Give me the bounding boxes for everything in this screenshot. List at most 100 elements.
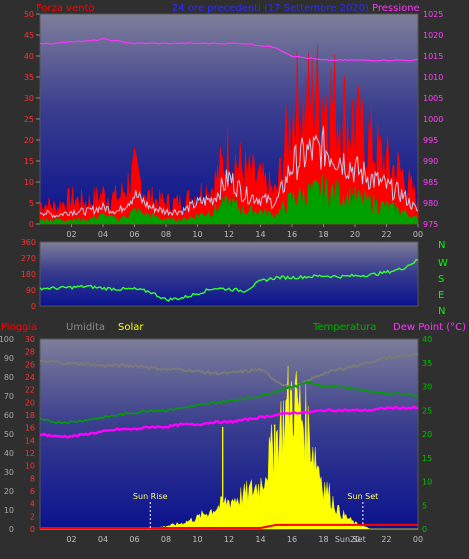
main-x-tick-label: 18 (318, 535, 328, 544)
main-x-tick-label: 04 (98, 535, 108, 544)
rain-y-tick-label: 0 (30, 525, 35, 534)
temperature-y-tick-label: 5 (422, 501, 427, 510)
wind-y-tick-label: 45 (24, 31, 34, 40)
pressure-y-tick-label: 1025 (423, 10, 443, 19)
main-x-tick-label: 08 (161, 535, 171, 544)
wind-direction-line (39, 258, 419, 302)
panel3-plot-area (39, 338, 419, 530)
wind-x-tick-label: 22 (381, 230, 391, 239)
humidity-y-tick-label: 100 (0, 335, 14, 344)
humidity-y-tick-label: 70 (4, 392, 14, 401)
direction-y-tick-label: 270 (21, 254, 36, 263)
rain-y-tick-label: 30 (25, 335, 35, 344)
compass-label-e: E (438, 290, 444, 301)
temperature-y-tick-label: 30 (422, 383, 432, 392)
humidity-y-tick-label: 40 (4, 449, 14, 458)
sunset-label: Sun Set (347, 492, 378, 501)
humidity-y-tick-label: 10 (4, 506, 14, 515)
main-x-tick-label: 06 (129, 535, 139, 544)
dewpoint-line (39, 405, 419, 439)
rain-y-tick-label: 22 (25, 386, 35, 395)
compass-label-n-top: N (438, 240, 445, 251)
pressure-y-tick-label: 985 (423, 178, 438, 187)
rain-y-tick-label: 8 (30, 474, 35, 483)
panel1-left-axis-label: Forza vento (36, 3, 95, 14)
wind-x-tick-label: 12 (224, 230, 234, 239)
compass-label-n-bottom: N (438, 306, 445, 317)
panel1-header: 24 ore precedenti (17 Settembre 2020) (172, 3, 369, 14)
panel3-temperature-label: Temperatura (312, 322, 377, 333)
wind-y-tick-label: 15 (24, 157, 34, 166)
panel1-right-axis-label: Pressione (372, 3, 420, 14)
pressure-y-tick-label: 995 (423, 136, 438, 145)
gust-area (39, 44, 419, 225)
main-x-tick-label: 12 (224, 535, 234, 544)
wind-x-tick-label: 16 (287, 230, 297, 239)
main-x-tick-label: 14 (255, 535, 265, 544)
humidity-line (39, 352, 419, 391)
humidity-y-tick-label: 90 (4, 354, 14, 363)
main-x-tick-label: 22 (381, 535, 391, 544)
wind-x-tick-label: 04 (98, 230, 108, 239)
panel3-rain-label: Pioggia (1, 322, 37, 333)
wind-y-tick-label: 40 (24, 52, 34, 61)
pressure-y-tick-label: 1020 (423, 31, 443, 40)
rain-y-tick-label: 16 (25, 424, 35, 433)
wind-y-tick-label: 20 (24, 136, 34, 145)
humidity-y-tick-label: 50 (4, 430, 14, 439)
pressure-y-tick-label: 1010 (423, 73, 443, 82)
main-x-tick-label: 20 (350, 535, 360, 544)
wind-x-tick-label: 20 (350, 230, 360, 239)
wind-x-tick-label: 18 (318, 230, 328, 239)
rain-y-tick-label: 18 (25, 411, 35, 420)
humidity-y-tick-label: 60 (4, 411, 14, 420)
wind-x-tick-label: 02 (66, 230, 76, 239)
temperature-y-tick-label: 35 (422, 359, 432, 368)
humidity-y-tick-label: 20 (4, 487, 14, 496)
wind-x-tick-label: 14 (255, 230, 265, 239)
panel3-dewpoint-label: Dew Point (°C) (393, 322, 466, 333)
temperature-y-tick-label: 0 (422, 525, 427, 534)
wind-y-tick-label: 5 (29, 199, 34, 208)
temperature-line (39, 380, 419, 425)
pressure-y-tick-label: 990 (423, 157, 438, 166)
wind-x-tick-label: 06 (129, 230, 139, 239)
min-wind-area (39, 174, 419, 225)
wind-y-tick-label: 25 (24, 115, 34, 124)
rain-y-tick-label: 4 (30, 500, 35, 509)
pressure-line (39, 38, 419, 62)
rain-y-tick-label: 28 (25, 348, 35, 357)
rain-y-tick-label: 10 (25, 462, 35, 471)
humidity-y-tick-label: 0 (9, 525, 14, 534)
temperature-y-tick-label: 15 (422, 454, 432, 463)
wind-x-tick-label: 10 (192, 230, 202, 239)
pressure-y-tick-label: 975 (423, 220, 438, 229)
compass-label-w: W (438, 258, 448, 269)
temperature-y-tick-label: 40 (422, 335, 432, 344)
sunrise-label: Sun Rise (133, 492, 168, 501)
main-x-tick-label: 00 (413, 535, 423, 544)
direction-y-tick-label: 90 (26, 286, 36, 295)
rain-y-tick-label: 20 (25, 398, 35, 407)
main-x-tick-label: 10 (192, 535, 202, 544)
wind-x-tick-label: 08 (161, 230, 171, 239)
pressure-y-tick-label: 1015 (423, 52, 443, 61)
main-x-tick-label: 16 (287, 535, 297, 544)
wind-y-tick-label: 0 (29, 220, 34, 229)
direction-y-tick-label: 360 (21, 238, 36, 247)
humidity-y-tick-label: 80 (4, 373, 14, 382)
temperature-y-tick-label: 20 (422, 430, 432, 439)
temperature-y-tick-label: 10 (422, 478, 432, 487)
compass-label-s: S (438, 274, 444, 285)
direction-y-tick-label: 0 (31, 302, 36, 311)
rain-line (40, 523, 418, 529)
rain-y-tick-label: 24 (25, 373, 35, 382)
pressure-y-tick-label: 1000 (423, 115, 443, 124)
wind-y-tick-label: 35 (24, 73, 34, 82)
pressure-y-tick-label: 1005 (423, 94, 443, 103)
temperature-y-tick-label: 25 (422, 406, 432, 415)
direction-y-tick-label: 180 (21, 270, 36, 279)
rain-y-tick-label: 2 (30, 512, 35, 521)
